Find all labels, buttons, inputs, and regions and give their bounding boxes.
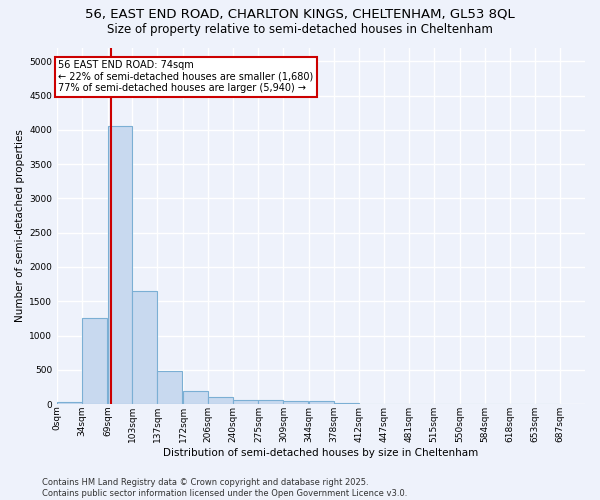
Text: 56, EAST END ROAD, CHARLTON KINGS, CHELTENHAM, GL53 8QL: 56, EAST END ROAD, CHARLTON KINGS, CHELT… <box>85 8 515 20</box>
Text: Contains HM Land Registry data © Crown copyright and database right 2025.
Contai: Contains HM Land Registry data © Crown c… <box>42 478 407 498</box>
Y-axis label: Number of semi-detached properties: Number of semi-detached properties <box>15 130 25 322</box>
Text: Size of property relative to semi-detached houses in Cheltenham: Size of property relative to semi-detach… <box>107 22 493 36</box>
Bar <box>107 126 133 404</box>
Bar <box>157 372 182 404</box>
Bar <box>283 401 308 404</box>
Bar <box>183 391 208 404</box>
X-axis label: Distribution of semi-detached houses by size in Cheltenham: Distribution of semi-detached houses by … <box>163 448 479 458</box>
Bar <box>133 291 157 404</box>
Text: 56 EAST END ROAD: 74sqm
← 22% of semi-detached houses are smaller (1,680)
77% of: 56 EAST END ROAD: 74sqm ← 22% of semi-de… <box>58 60 314 93</box>
Bar <box>309 402 334 404</box>
Bar <box>82 318 107 404</box>
Bar <box>233 400 257 404</box>
Bar <box>57 402 82 404</box>
Bar <box>208 396 233 404</box>
Bar <box>259 400 283 404</box>
